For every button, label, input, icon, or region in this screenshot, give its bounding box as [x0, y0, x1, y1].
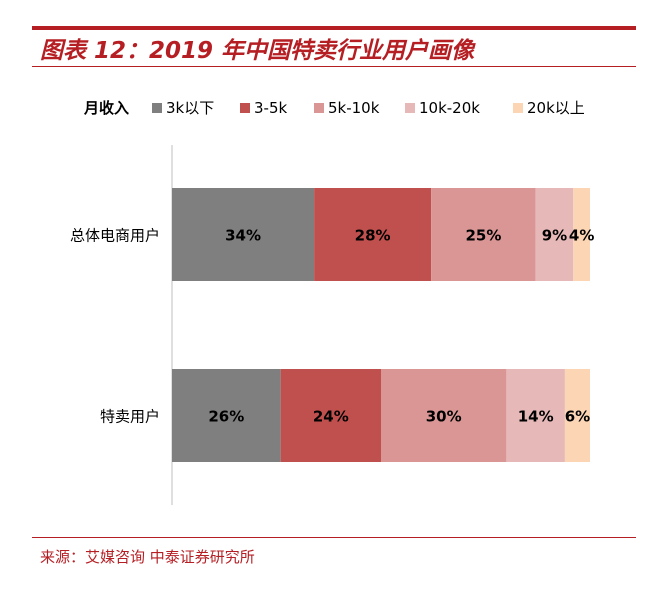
data-label-特卖用户-5k-10k: 30%	[426, 408, 462, 426]
bar-特卖用户-3-5k	[280, 369, 381, 462]
bar-特卖用户-3k以下	[172, 369, 281, 462]
data-label-总体电商用户-5k-10k: 25%	[465, 227, 501, 245]
legend-label-20k以上: 20k以上	[527, 99, 585, 117]
legend-label-10k-20k: 10k-20k	[419, 99, 480, 117]
data-label-总体电商用户-3k以下: 34%	[225, 227, 261, 245]
bar-总体电商用户-3-5k	[314, 188, 432, 281]
legend-title: 月收入	[83, 99, 129, 117]
data-label-特卖用户-20k以上: 6%	[565, 408, 590, 426]
bar-特卖用户-10k-20k	[506, 369, 565, 462]
category-label: 特卖用户	[100, 408, 160, 426]
title-rule	[32, 66, 636, 67]
legend-swatch-3-5k	[240, 103, 250, 113]
data-label-总体电商用户-3-5k: 28%	[355, 227, 391, 245]
data-label-特卖用户-3k以下: 26%	[208, 408, 244, 426]
legend-label-3-5k: 3-5k	[254, 99, 287, 117]
bar-总体电商用户-10k-20k	[535, 188, 574, 281]
bar-特卖用户-5k-10k	[381, 369, 507, 462]
legend-swatch-10k-20k	[405, 103, 415, 113]
data-label-总体电商用户-10k-20k: 9%	[542, 227, 567, 245]
bar-总体电商用户-3k以下	[172, 188, 315, 281]
bar-特卖用户-20k以上	[564, 369, 590, 462]
legend: 月收入 3k以下 3-5k 5k-10k 10k-20k 20k以上	[83, 99, 585, 117]
footer-rule	[32, 537, 636, 538]
legend-swatch-5k-10k	[314, 103, 324, 113]
figure-title: 图表 12：2019 年中国特卖行业用户画像	[40, 38, 475, 64]
data-label-总体电商用户-20k以上: 4%	[569, 227, 594, 245]
top-rule	[32, 26, 636, 30]
legend-label-3k以下: 3k以下	[166, 99, 214, 117]
bars: 34% 28% 25% 9% 4% 26% 24% 30% 14% 6%	[172, 188, 594, 462]
category-label: 总体电商用户	[70, 227, 160, 245]
data-label-特卖用户-10k-20k: 14%	[518, 408, 554, 426]
legend-swatch-3k以下	[152, 103, 162, 113]
legend-swatch-20k以上	[513, 103, 523, 113]
bar-总体电商用户-5k-10k	[431, 188, 536, 281]
data-label-特卖用户-3-5k: 24%	[313, 408, 349, 426]
source-note: 来源：艾媒咨询 中泰证券研究所	[40, 548, 255, 566]
legend-label-5k-10k: 5k-10k	[328, 99, 380, 117]
bar-总体电商用户-20k以上	[573, 188, 590, 281]
